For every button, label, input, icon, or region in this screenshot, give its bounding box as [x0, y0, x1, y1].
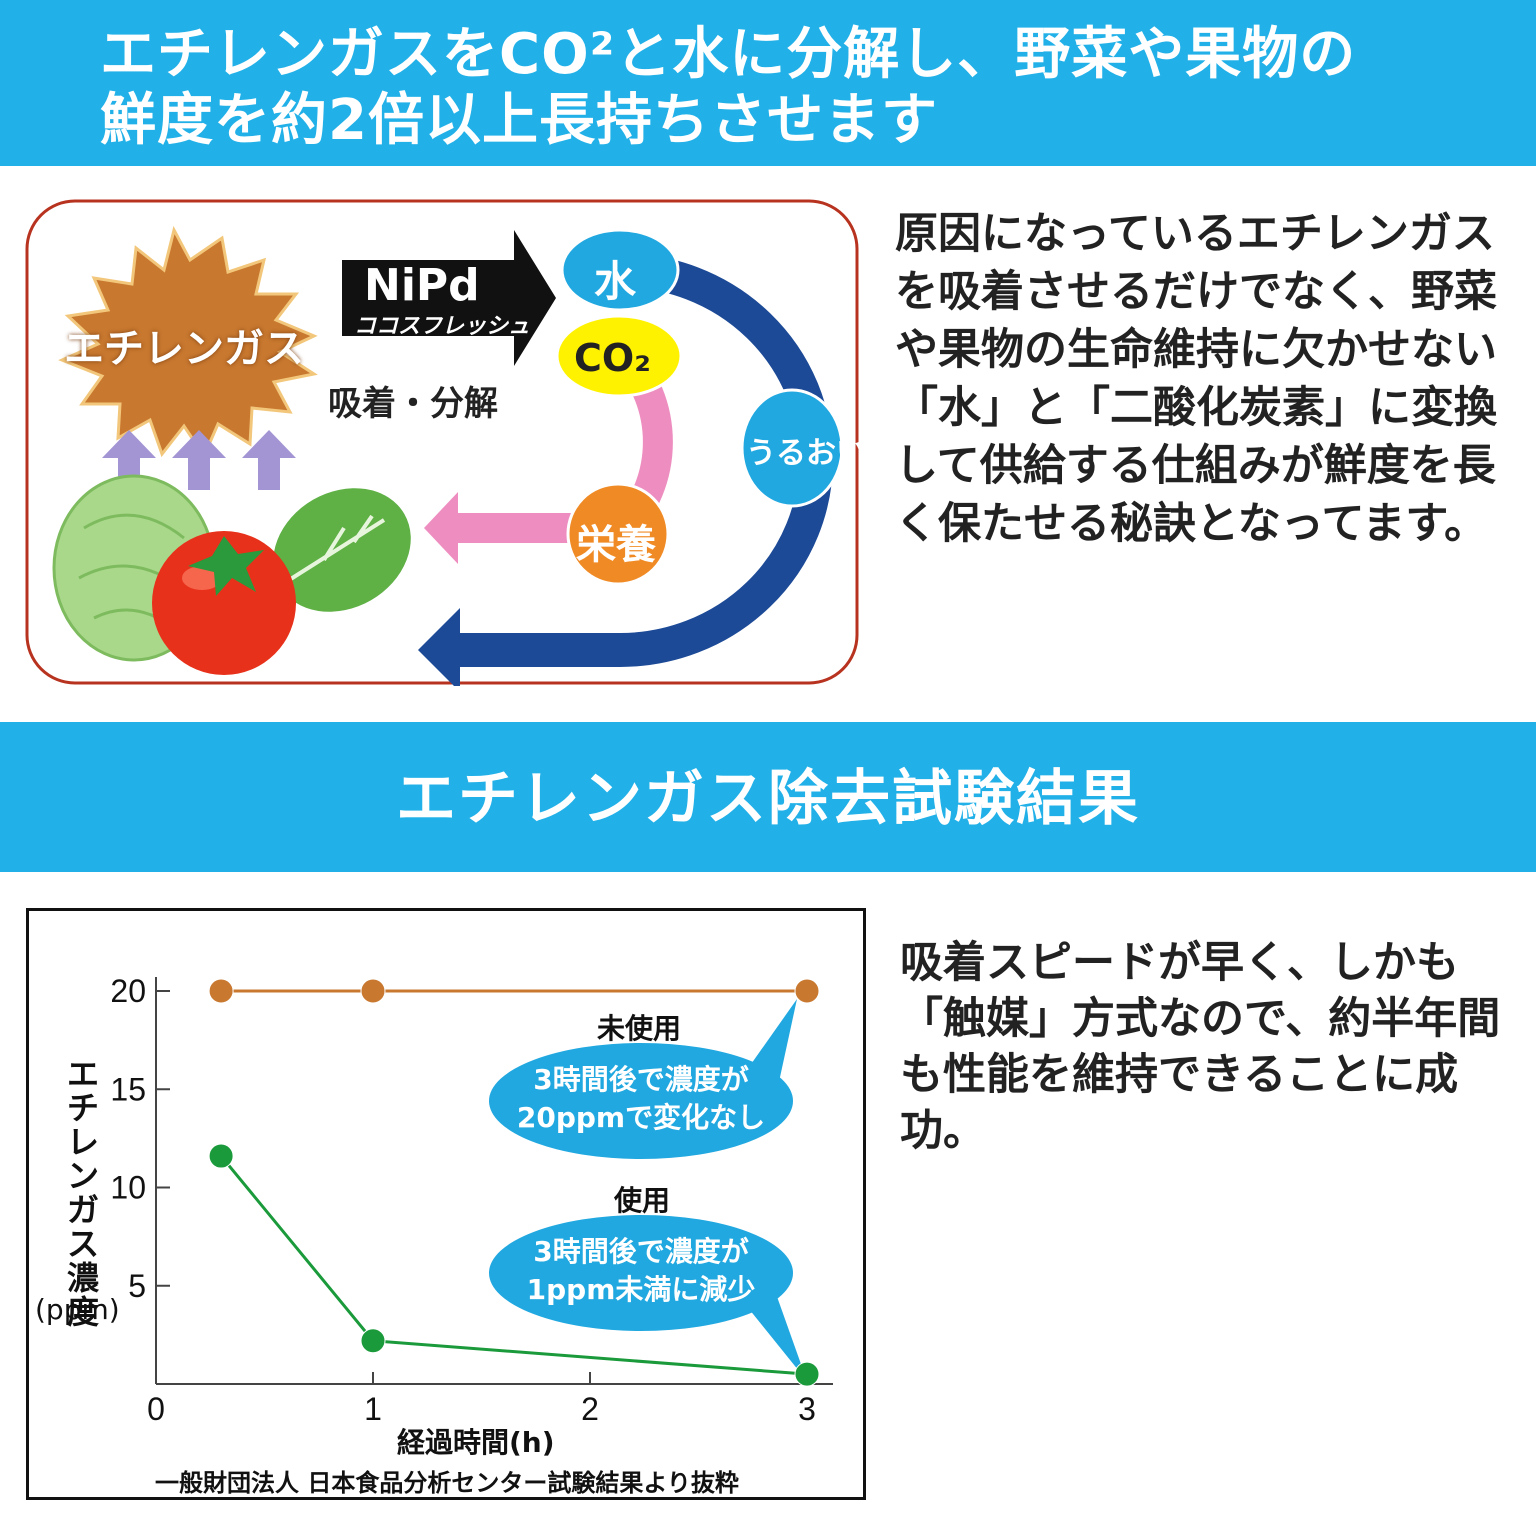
used-speech-bubble: [489, 1215, 793, 1331]
tomato: [152, 531, 296, 675]
up-arrow-3: [242, 430, 296, 490]
y-axis-unit: (ppm): [35, 1293, 120, 1326]
used-bubble-text: 3時間後で濃度が 1ppm未満に減少: [491, 1233, 791, 1309]
unused-bubble-line-2: 20ppmで変化なし: [516, 1101, 766, 1134]
used-bubble-tail: [749, 1291, 807, 1381]
data-point-1-1: [360, 1328, 386, 1354]
data-point-0-2: [794, 978, 820, 1004]
action-label: 吸着・分解: [328, 384, 498, 424]
used-series-label: 使用: [614, 1184, 671, 1217]
test-results-title: エチレンガス除去試験結果: [396, 764, 1140, 834]
data-point-1-2: [794, 1361, 820, 1387]
nutrition-label: 栄養: [576, 522, 656, 568]
co2-label: CO₂: [574, 336, 651, 380]
up-arrow-2: [172, 430, 226, 490]
product-arrow: [342, 230, 556, 366]
headline-line-2: 鮮度を約2倍以上長持ちさせます: [100, 88, 938, 153]
x-tick-label: 1: [364, 1391, 382, 1427]
x-tick-label: 0: [147, 1391, 165, 1427]
co2-bubble: [555, 314, 683, 398]
used-bubble-line-2: 1ppm未満に減少: [526, 1273, 756, 1306]
data-point-0-0: [208, 978, 234, 1004]
x-tick-label: 3: [798, 1391, 816, 1427]
ethylene-chart: 5 10 15 20 0 1 2 3 エチレンガス濃度 (ppm) 経過時間(h) 未使用 使…: [26, 908, 866, 1500]
nutrition-bubble: [566, 482, 670, 586]
up-arrow-1: [102, 430, 156, 490]
y-tick-label: 15: [110, 1071, 146, 1107]
speed-description: 吸着スピードが早く、しかも「触媒」方式なので、約半年間も性能を維持できることに成…: [900, 938, 1501, 1156]
used-bubble-line-1: 3時間後で濃度が: [533, 1235, 749, 1268]
unused-bubble-line-1: 3時間後で濃度が: [533, 1063, 749, 1096]
y-tick-label: 10: [110, 1170, 146, 1206]
y-tick-label: 20: [110, 973, 146, 1009]
unused-bubble-tail: [749, 999, 797, 1091]
unused-series-label: 未使用: [597, 1012, 682, 1045]
headline-line-1: エチレンガスをCO²と水に分解し、野菜や果物の: [100, 22, 1357, 87]
gas-label: エチレンガス: [64, 326, 304, 372]
data-point-1-0: [208, 1143, 234, 1169]
x-tick-label: 2: [581, 1391, 599, 1427]
unused-bubble-text: 3時間後で濃度が 20ppmで変化なし: [491, 1061, 791, 1137]
moisture-label: うるおい: [746, 436, 866, 471]
water-label: 水: [594, 257, 637, 306]
product-name: NiPd: [364, 260, 480, 311]
x-axis-label: 経過時間(h): [397, 1426, 555, 1459]
headline-banner: エチレンガスをCO²と水に分解し、野菜や果物の 鮮度を約2倍以上長持ちさせます: [0, 0, 1536, 166]
chart-plot: 5 10 15 20 0 1 2 3: [110, 973, 833, 1427]
diagram-graphics: [25, 199, 859, 686]
spinach-leaf: [273, 488, 411, 612]
source-note: 一般財団法人 日本食品分析センター試験結果より抜粋: [155, 1469, 739, 1497]
y-axis-label: エチレンガス濃度: [66, 1055, 99, 1331]
product-subname: ココスフレッシュ: [354, 314, 531, 339]
mechanism-description: 原因になっているエチレンガスを吸着させるだけでなく、野菜や果物の生命維持に欠かせ…: [895, 209, 1497, 549]
mechanism-diagram: エチレンガス NiPd ココスフレッシュ 吸着・分解 水 CO₂ うるおい 栄養: [24, 198, 866, 686]
test-results-banner: エチレンガス除去試験結果: [0, 722, 1536, 872]
unused-speech-bubble: [489, 1043, 793, 1159]
y-tick-label: 5: [128, 1268, 146, 1304]
water-bubble: [560, 228, 680, 312]
data-point-0-1: [360, 978, 386, 1004]
rising-arrows: [102, 430, 296, 490]
moisture-bubble: [740, 388, 844, 508]
